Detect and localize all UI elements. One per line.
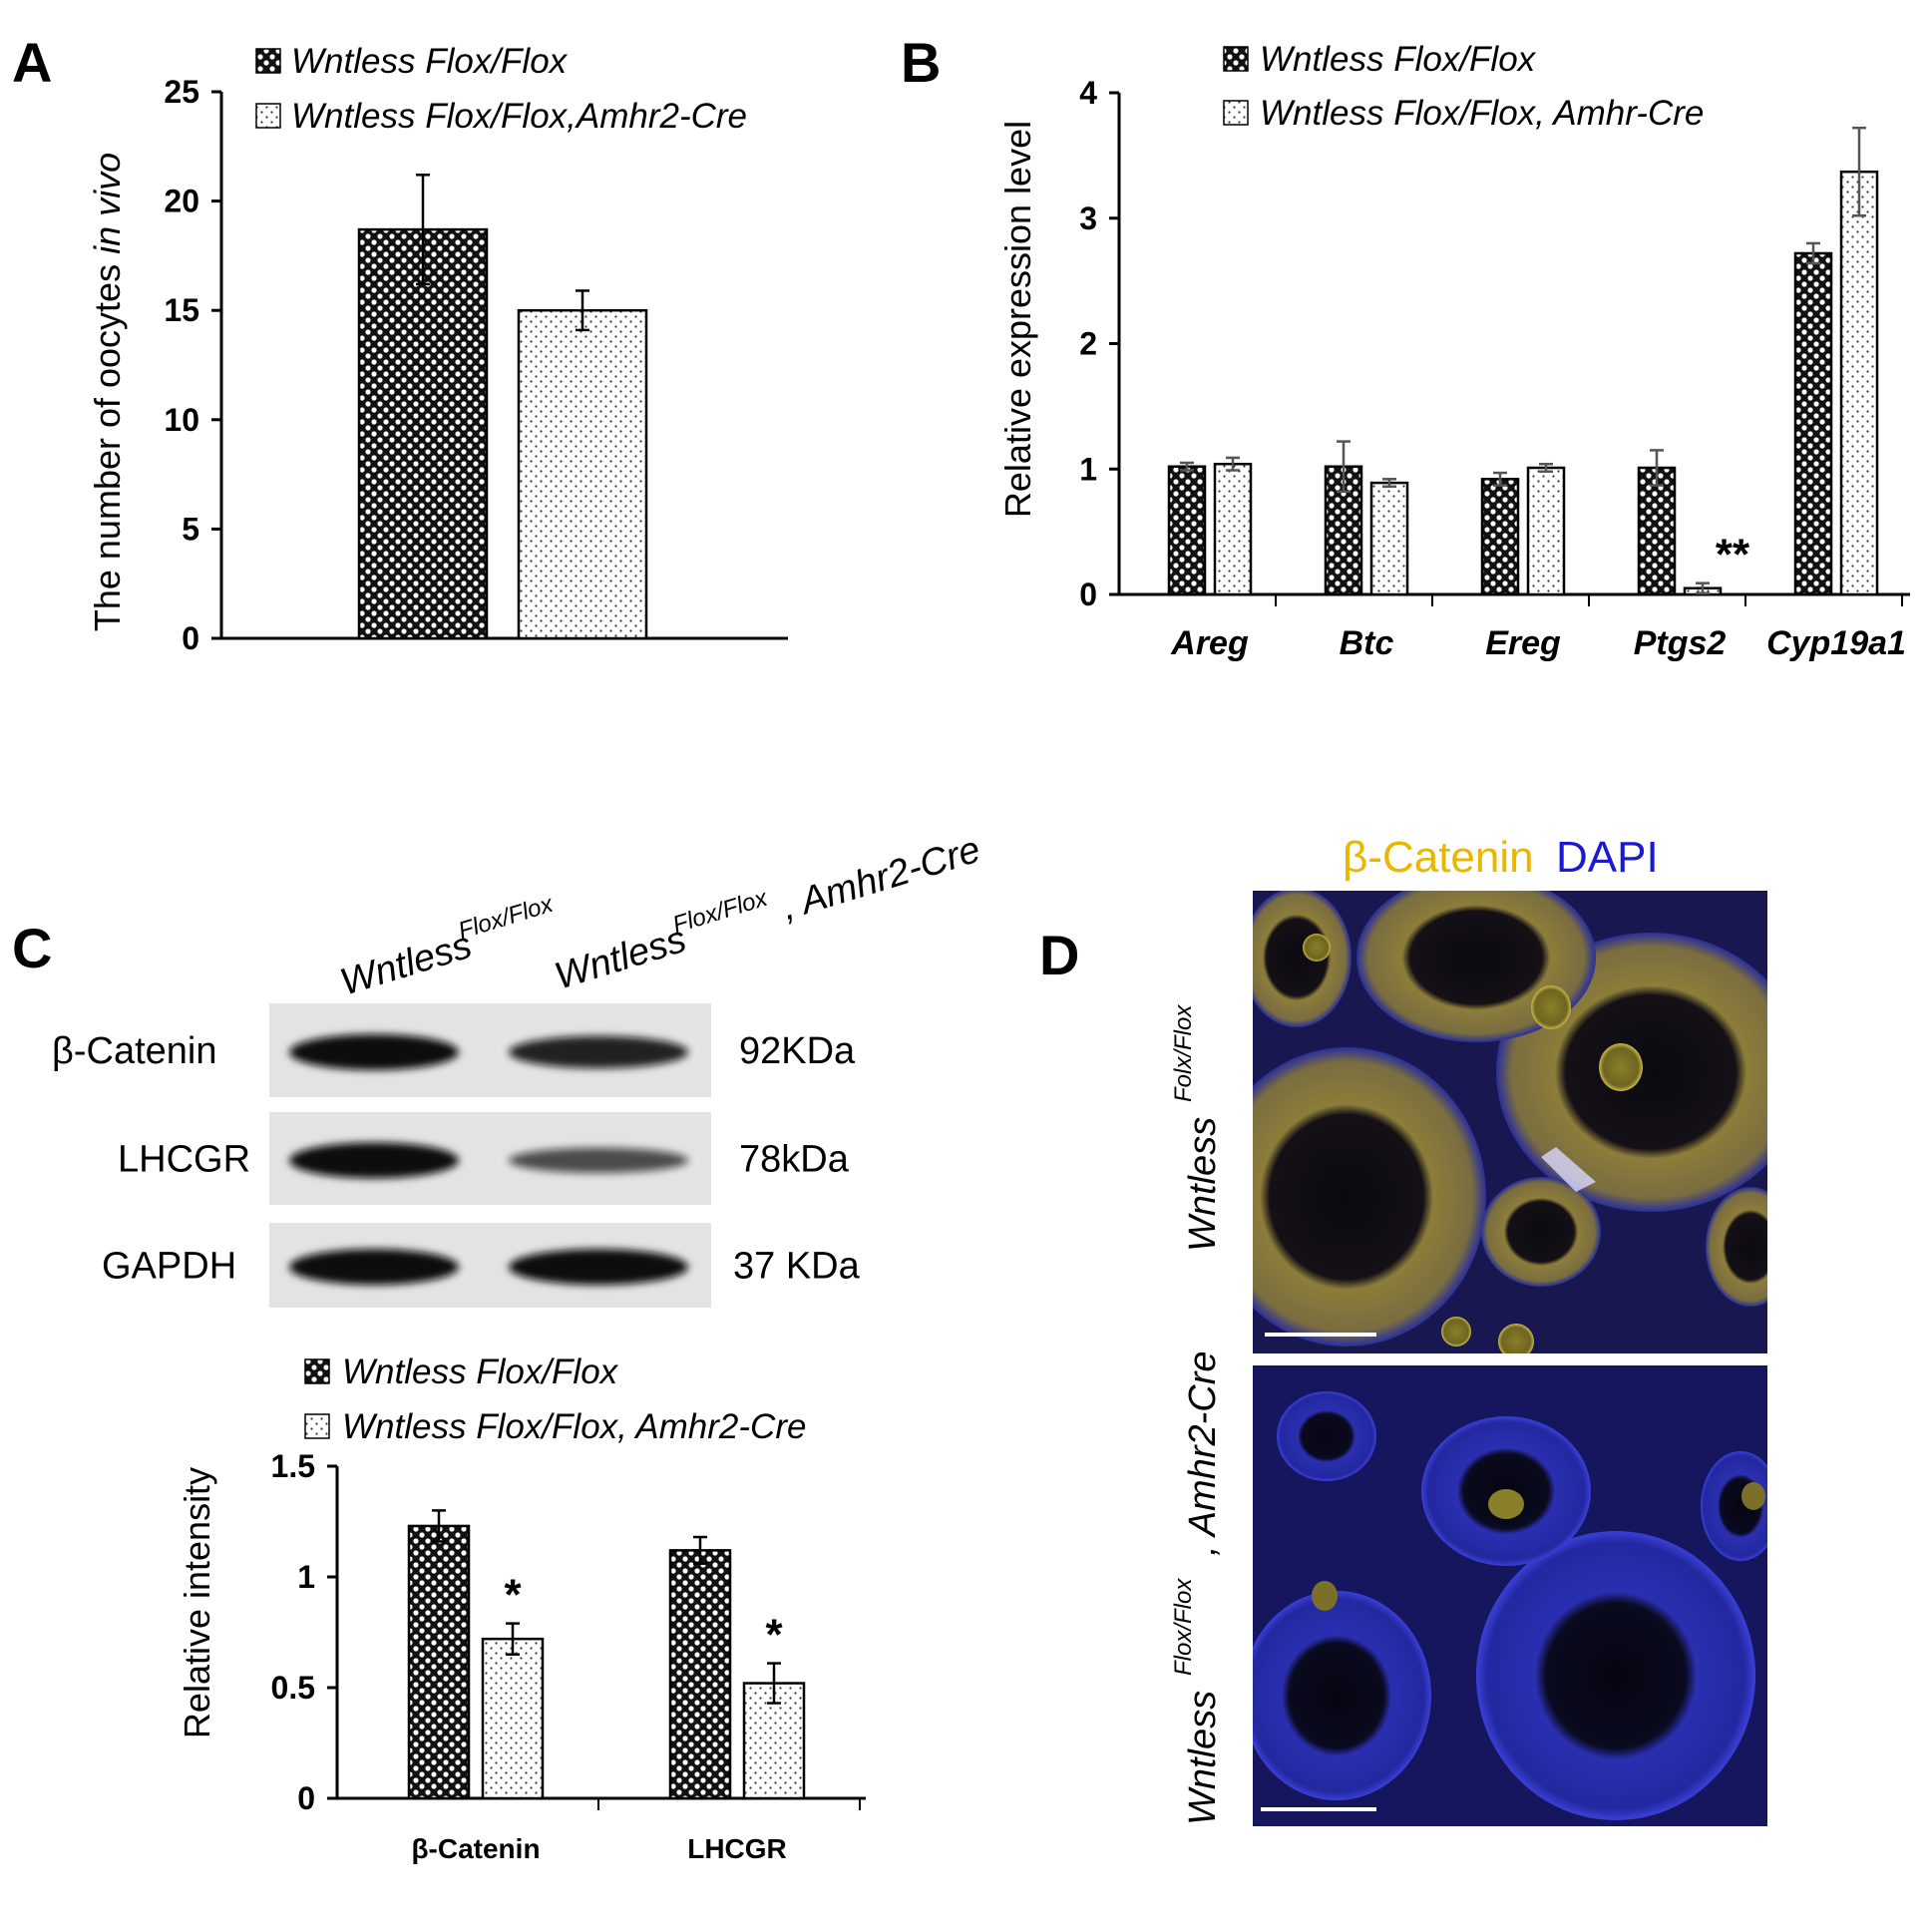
bar	[357, 227, 489, 640]
if-row-label-2: Wntless Flox/Flox , Amhr2-Cre	[1170, 1350, 1224, 1825]
y-tick-label: 25	[164, 74, 199, 110]
y-tick-label: 0	[182, 620, 199, 656]
blot-band	[289, 1249, 459, 1286]
blot-row: LHCGR 78kDa	[118, 1112, 850, 1205]
bar	[407, 1524, 471, 1800]
legend-label-flox: Wntless Flox/Flox	[1260, 40, 1537, 79]
panel-c-chart: Wntless Flox/Flox Wntless Flox/Flox, Amh…	[177, 1352, 866, 1864]
y-axis-label-c: Relative intensity	[177, 1467, 217, 1738]
blot-band	[509, 1249, 688, 1286]
panel-letter-b: B	[901, 31, 941, 94]
bar	[517, 308, 648, 640]
immunofluorescence-panel: β-Catenin DAPI Wntless Folx/Flox Wntless…	[1170, 833, 1767, 1826]
y-tick-label: 1.5	[271, 1448, 315, 1484]
y-tick-label: 0.5	[271, 1670, 315, 1706]
y-axis-label-b: Relative expression level	[997, 121, 1038, 518]
panel-b-legend: Wntless Flox/Flox Wntless Flox/Flox, Amh…	[1223, 40, 1704, 133]
x-category-label: Ereg	[1485, 624, 1561, 662]
protein-label: β-Catenin	[52, 1030, 217, 1072]
blot-row: β-Catenin 92KDa	[52, 1003, 856, 1097]
lane-label-sup: Flox/Flox	[455, 891, 557, 946]
panel-letter-a: A	[12, 31, 52, 94]
row-label-sup: Folx/Flox	[1170, 1004, 1197, 1102]
bar	[481, 1637, 545, 1800]
protein-label: GAPDH	[102, 1246, 236, 1288]
bar	[1167, 465, 1207, 596]
panel-c-legend: Wntless Flox/Flox Wntless Flox/Flox, Amh…	[304, 1352, 806, 1446]
legend-label-cre: Wntless Flox/Flox, Amhr-Cre	[1260, 94, 1704, 133]
blot-band	[509, 1147, 688, 1173]
if-row-label-1: Wntless Folx/Flox	[1170, 1004, 1224, 1252]
y-tick-label: 20	[164, 184, 199, 219]
blot-band	[509, 1035, 688, 1069]
y-tick-label: 15	[164, 292, 199, 328]
western-blot: Wntless Flox/Flox Wntless Flox/Flox , Am…	[52, 829, 985, 1308]
legend-swatch-flox	[1223, 46, 1249, 72]
molecular-weight-label: 37 KDa	[733, 1246, 861, 1288]
y-tick-label: 5	[182, 511, 199, 547]
y-tick-label: 10	[164, 402, 199, 438]
legend-label-flox: Wntless Flox/Flox	[291, 42, 569, 81]
panel-letter-d: D	[1039, 924, 1079, 986]
legend-swatch-cre	[1223, 100, 1249, 126]
blot-lane-label-2: Wntless Flox/Flox , Amhr2-Cre	[550, 829, 985, 998]
blot-row: GAPDH 37 KDa	[102, 1223, 861, 1308]
stain-label-catenin: β-Catenin	[1343, 833, 1534, 882]
micrograph-wntless-flox	[1253, 891, 1767, 1353]
y-axis-label-a: The number of oocytes in vivo	[87, 153, 128, 631]
blot-lane-label-1: Wntless Flox/Flox	[335, 891, 557, 1004]
row-label-main: Wntless	[1182, 1117, 1224, 1252]
legend-swatch-cre	[304, 1413, 330, 1439]
significance-marker: *	[504, 1571, 522, 1620]
panel-letter-c: C	[12, 917, 52, 979]
micrograph-wntless-cre	[1253, 1365, 1767, 1826]
legend-label-flox: Wntless Flox/Flox	[342, 1352, 619, 1391]
x-category-label: Ptgs2	[1634, 624, 1727, 662]
bar	[1637, 466, 1677, 596]
molecular-weight-label: 92KDa	[739, 1030, 856, 1072]
x-category-label: β-Catenin	[411, 1833, 540, 1864]
stain-label-dapi: DAPI	[1556, 833, 1659, 882]
blot-band	[289, 1033, 459, 1070]
x-category-label: Cyp19a1	[1766, 624, 1906, 662]
bar	[1213, 462, 1253, 596]
panel-a-legend: Wntless Flox/Flox Wntless Flox/Flox,Amhr…	[255, 42, 747, 136]
bar	[1839, 170, 1879, 596]
bar	[1526, 466, 1566, 596]
bar	[1480, 478, 1520, 596]
y-tick-label: 1	[297, 1559, 315, 1595]
bar	[1793, 251, 1833, 596]
y-tick-label: 2	[1079, 326, 1097, 362]
row-label-main: Wntless	[1182, 1691, 1224, 1825]
panel-b-chart: Wntless Flox/Flox Wntless Flox/Flox, Amh…	[997, 40, 1910, 662]
blot-band	[289, 1142, 459, 1179]
protein-label: LHCGR	[118, 1139, 250, 1181]
x-category-label: LHCGR	[687, 1833, 787, 1864]
legend-label-cre: Wntless Flox/Flox,Amhr2-Cre	[291, 97, 747, 136]
y-tick-label: 0	[1079, 577, 1097, 612]
legend-swatch-flox	[304, 1358, 330, 1384]
lane-label-suffix: , Amhr2-Cre	[777, 829, 985, 929]
x-category-label: Btc	[1340, 624, 1394, 662]
bar	[1369, 481, 1409, 596]
bar	[668, 1549, 732, 1800]
x-category-label: Areg	[1170, 624, 1249, 662]
panel-a-chart: Wntless Flox/Flox Wntless Flox/Flox,Amhr…	[87, 42, 788, 656]
row-label-suffix: , Amhr2-Cre	[1182, 1350, 1224, 1556]
lane-label-main: Wntless	[550, 919, 691, 998]
lane-label-main: Wntless	[335, 925, 477, 1004]
lane-label-sup: Flox/Flox	[669, 885, 771, 940]
significance-marker: *	[765, 1611, 783, 1660]
y-tick-label: 0	[297, 1780, 315, 1816]
molecular-weight-label: 78kDa	[739, 1139, 850, 1181]
legend-swatch-cre	[255, 103, 281, 129]
y-tick-label: 3	[1079, 200, 1097, 236]
significance-marker: **	[1716, 531, 1750, 579]
y-tick-label: 1	[1079, 451, 1097, 487]
y-tick-label: 4	[1079, 75, 1097, 111]
legend-label-cre: Wntless Flox/Flox, Amhr2-Cre	[342, 1407, 806, 1446]
row-label-sup: Flox/Flox	[1170, 1578, 1197, 1676]
legend-swatch-flox	[255, 48, 281, 74]
